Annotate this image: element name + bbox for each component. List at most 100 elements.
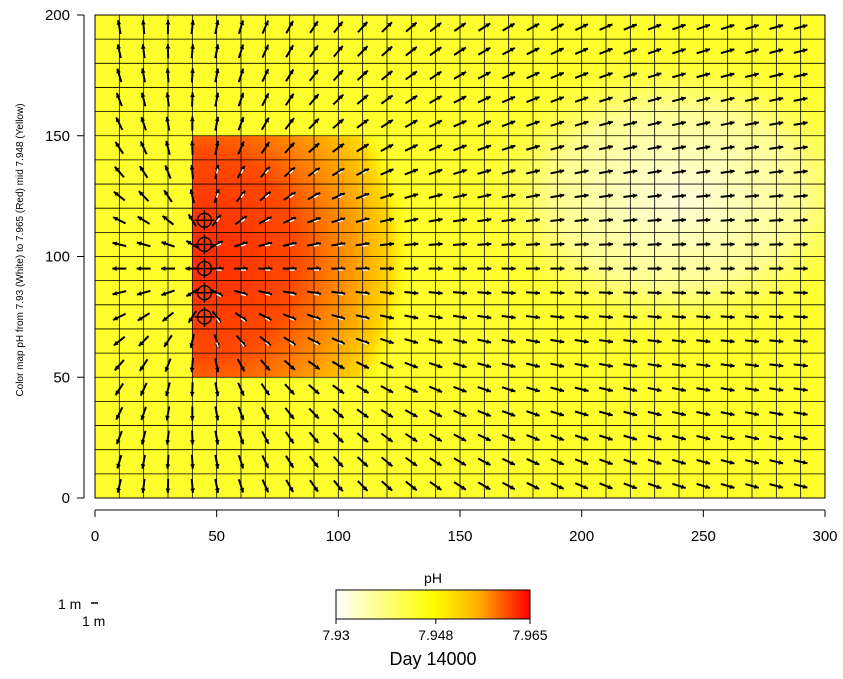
velocity-arrow (574, 386, 589, 393)
velocity-arrow (526, 434, 540, 442)
velocity-arrow (623, 47, 638, 55)
velocity-arrow (380, 361, 394, 369)
velocity-arrow (501, 144, 516, 151)
velocity-arrow (671, 144, 687, 151)
velocity-arrow (187, 310, 197, 324)
velocity-arrow (623, 410, 638, 417)
velocity-arrow (696, 23, 711, 31)
velocity-arrow (355, 266, 370, 271)
velocity-arrow (214, 140, 220, 155)
velocity-arrow (190, 44, 195, 59)
velocity-arrow (793, 24, 808, 30)
velocity-arrow (793, 193, 808, 199)
velocity-arrow (259, 190, 272, 202)
velocity-arrow (356, 432, 369, 443)
velocity-arrow (356, 456, 369, 468)
colorbar-ticks: 7.93 7.948 7.965 (322, 619, 548, 643)
velocity-arrow (405, 46, 418, 57)
velocity-arrow (332, 455, 344, 468)
velocity-arrow (356, 143, 370, 153)
velocity-arrow (696, 217, 711, 223)
velocity-arrow (380, 337, 394, 345)
velocity-arrow (116, 44, 122, 59)
velocity-arrow (161, 241, 175, 248)
velocity-arrow (647, 47, 662, 55)
velocity-arrow (428, 217, 443, 223)
velocity-arrow (720, 483, 735, 489)
velocity-arrow (237, 382, 245, 397)
velocity-arrow (526, 22, 540, 32)
velocity-arrow (140, 92, 147, 107)
velocity-arrow (189, 333, 195, 349)
velocity-arrow (671, 387, 687, 393)
velocity-arrow (404, 193, 419, 200)
velocity-arrow (428, 385, 443, 393)
velocity-arrow (671, 169, 687, 175)
velocity-arrow (140, 116, 147, 131)
velocity-arrow (696, 241, 711, 247)
colorbar: pH 7.93 7.948 7.965 (322, 570, 547, 643)
velocity-arrow (428, 314, 443, 320)
velocity-arrow (696, 266, 711, 271)
velocity-arrow (140, 454, 146, 469)
velocity-arrow (355, 337, 370, 345)
velocity-arrow (477, 481, 491, 491)
velocity-arrow (623, 72, 638, 79)
velocity-arrow (190, 478, 195, 493)
velocity-arrow (550, 482, 565, 490)
velocity-arrow (599, 72, 613, 79)
velocity-arrow (550, 434, 565, 441)
velocity-arrow (355, 217, 370, 223)
velocity-arrow (598, 169, 614, 175)
velocity-arrow (237, 20, 245, 35)
velocity-arrow (284, 93, 295, 106)
velocity-arrow (793, 169, 808, 175)
colorbar-title: pH (424, 570, 442, 586)
velocity-arrow (744, 120, 760, 126)
velocity-arrow (720, 241, 735, 247)
velocity-arrow (574, 169, 589, 175)
velocity-arrow (769, 338, 784, 344)
velocity-arrow (214, 92, 220, 107)
velocity-arrow (307, 217, 321, 224)
velocity-arrow (574, 362, 589, 369)
y-tick-label: 150 (45, 128, 70, 145)
velocity-arrow (332, 118, 345, 129)
velocity-arrow (574, 23, 589, 31)
velocity-arrow (793, 72, 808, 78)
velocity-arrow (165, 454, 171, 469)
velocity-arrow (647, 193, 662, 199)
velocity-arrow (526, 481, 540, 490)
velocity-arrow (428, 338, 443, 344)
velocity-arrow (720, 411, 735, 417)
velocity-arrow (165, 382, 171, 397)
velocity-arrow (769, 290, 784, 296)
velocity-arrow (189, 382, 195, 397)
velocity-arrow (332, 69, 344, 82)
velocity-arrow (333, 20, 344, 34)
velocity-arrow (190, 92, 195, 107)
velocity-arrow (720, 435, 735, 441)
velocity-arrow (285, 455, 295, 469)
velocity-arrow (234, 266, 248, 271)
velocity-arrow (259, 335, 272, 347)
velocity-arrow (210, 240, 224, 249)
colorbar-tick-label: 7.965 (512, 627, 547, 643)
time-label: Day 14000 (389, 649, 476, 669)
velocity-arrow (211, 214, 222, 227)
velocity-arrow (574, 193, 589, 199)
velocity-arrow (793, 435, 808, 441)
velocity-arrow (769, 314, 784, 320)
velocity-arrow (211, 310, 222, 324)
velocity-arrow (308, 117, 320, 130)
velocity-arrow (525, 241, 541, 247)
velocity-arrow (550, 23, 565, 32)
velocity-arrow (574, 120, 589, 127)
velocity-arrow (282, 290, 297, 296)
velocity-arrow (550, 71, 565, 79)
velocity-arrow (261, 455, 270, 469)
velocity-arrow (623, 386, 638, 393)
velocity-arrow (793, 217, 808, 223)
velocity-arrow (744, 314, 760, 320)
velocity-arrow (282, 313, 297, 321)
